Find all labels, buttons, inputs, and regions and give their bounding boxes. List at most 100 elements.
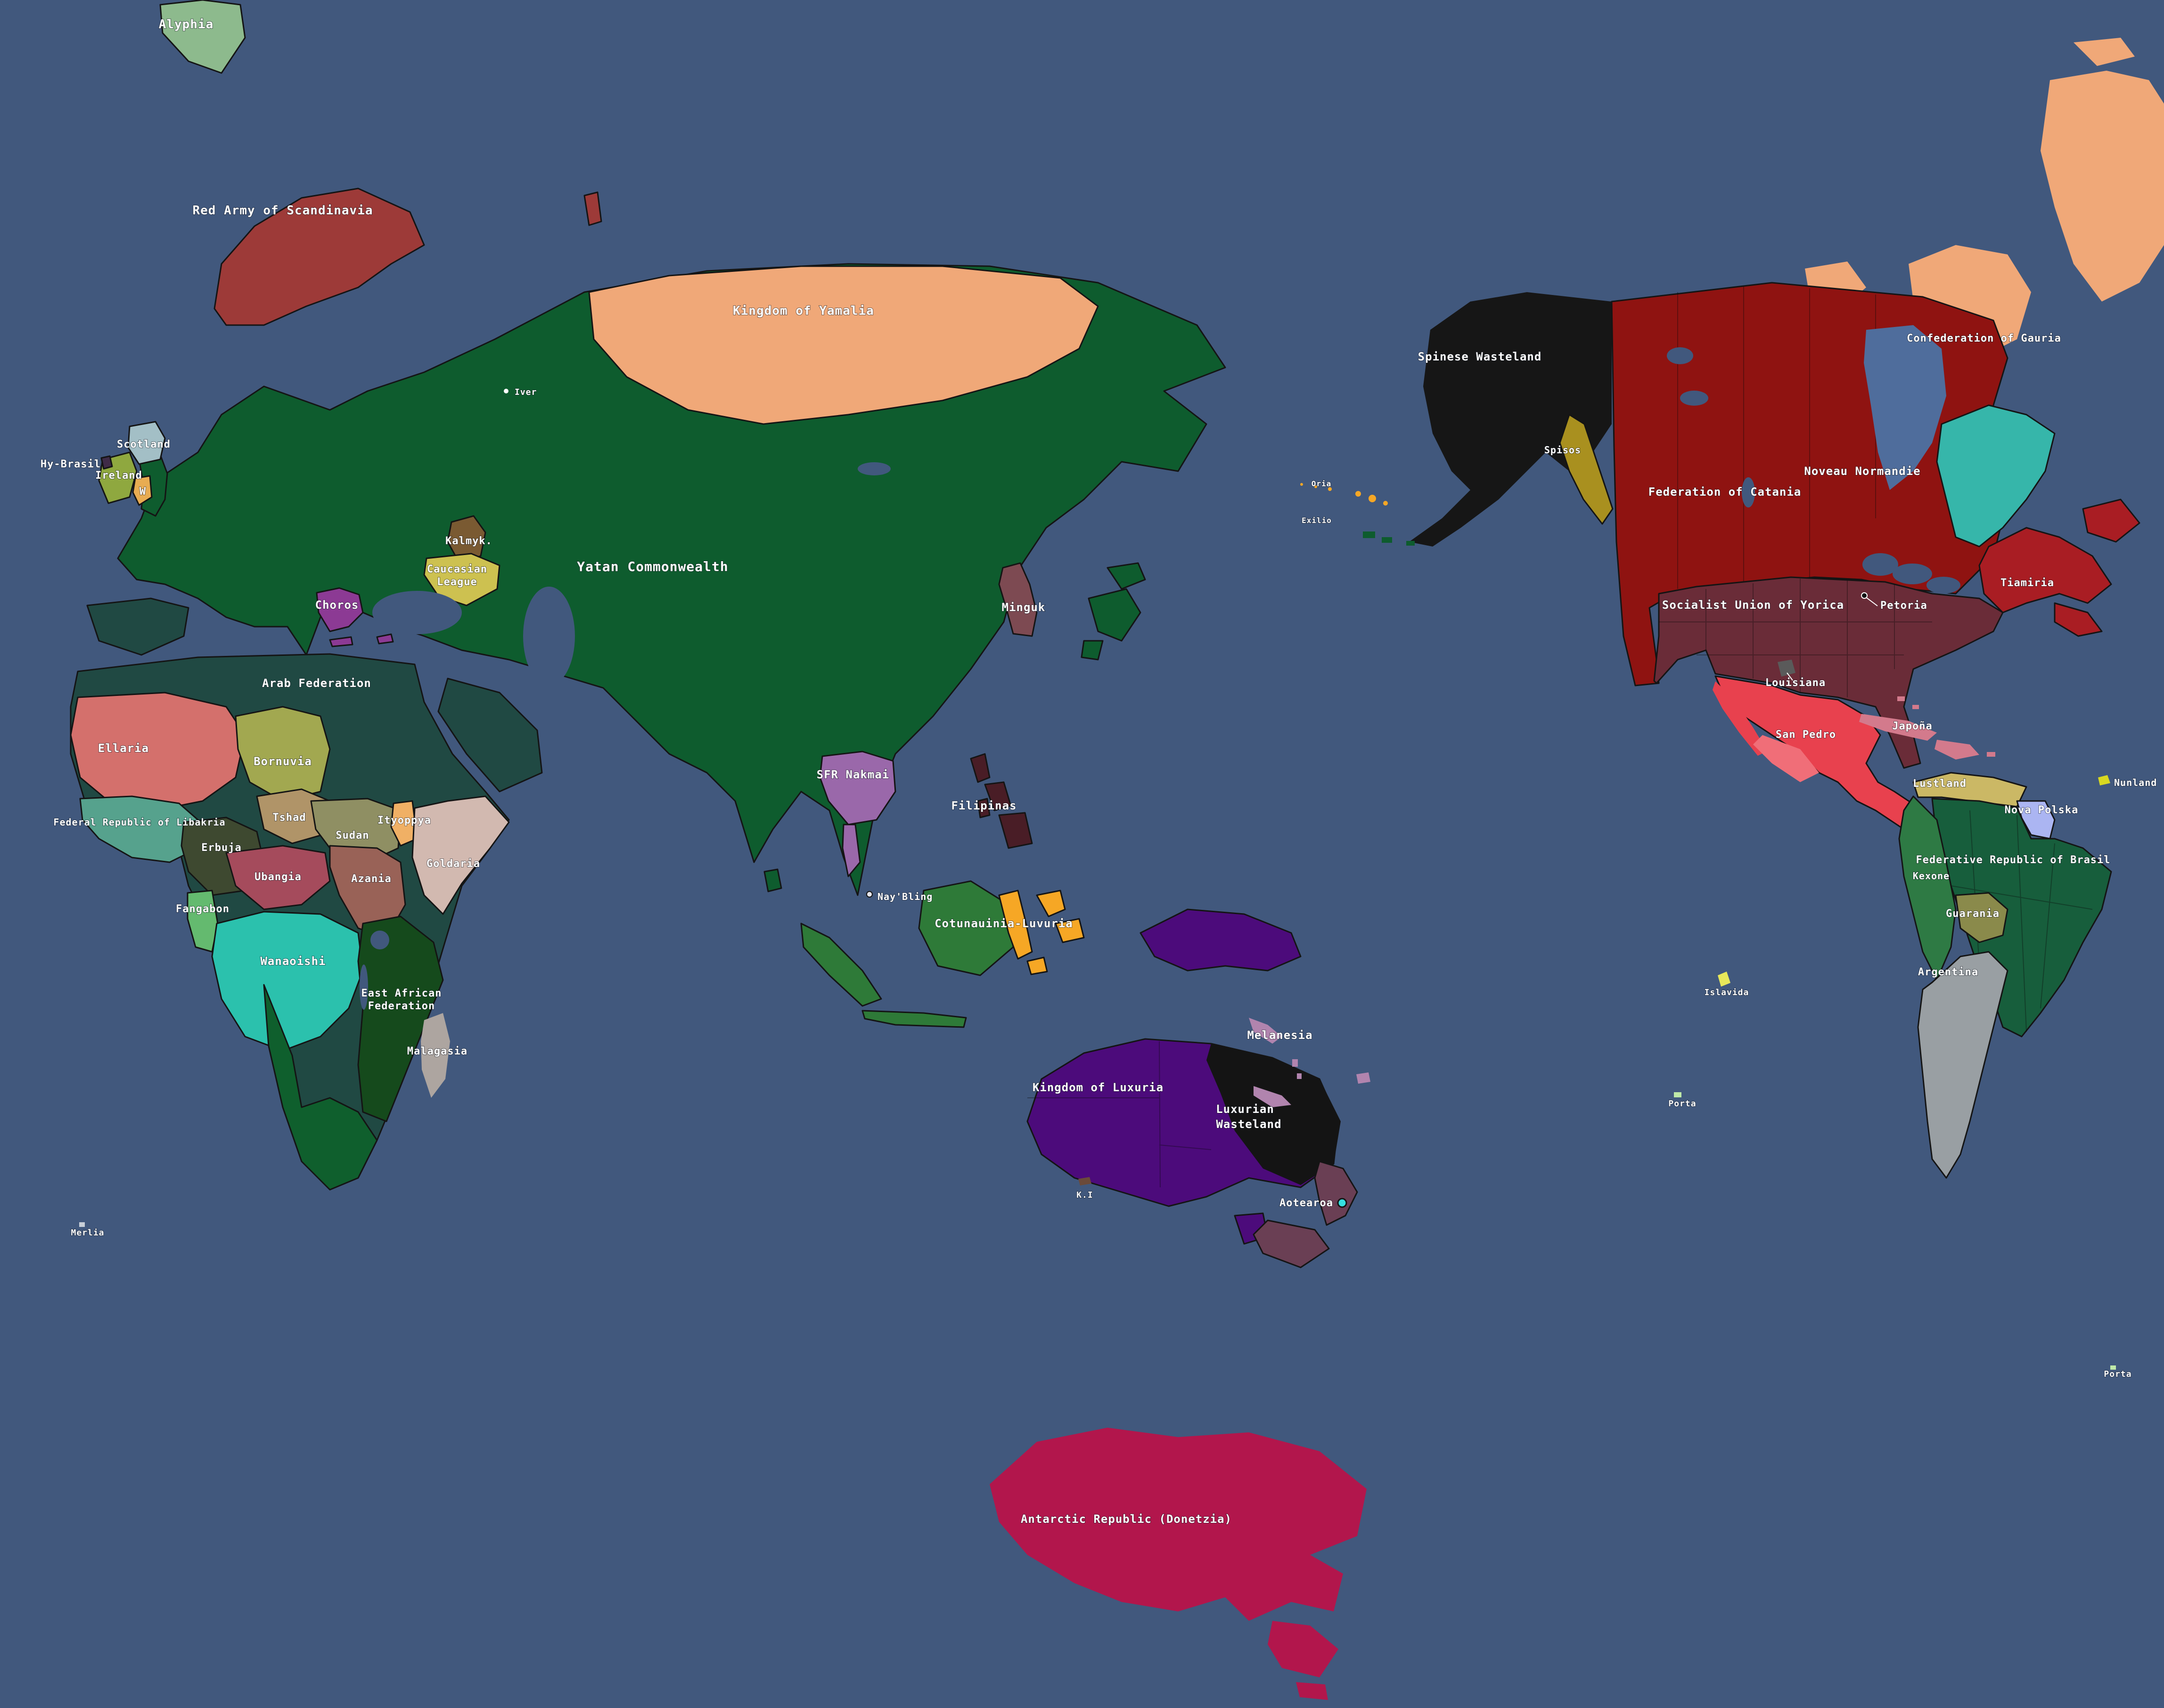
region-goldaria[interactable] [411,795,510,915]
map-label-antarctica: Antarctic Republic (Donetzia) [1021,1512,1232,1526]
region-iberia-arab-federation[interactable] [86,597,189,656]
region-java[interactable] [861,1010,967,1028]
region-minguk[interactable] [998,562,1038,637]
region-bornuvia[interactable] [235,706,331,802]
region-porta-1[interactable] [1674,1092,1681,1097]
region-caucasian-league[interactable] [423,553,500,606]
region-antarctic-republic[interactable] [990,1428,1367,1621]
region-lanka[interactable] [763,868,782,892]
map-label-fangabon: Fangabon [176,903,230,915]
region-new-guinea[interactable] [1139,908,1302,972]
region-argentina[interactable] [1917,951,2008,1179]
region-wales[interactable] [132,475,153,506]
region-merlia-islet[interactable] [79,1222,85,1227]
region-noveau-normandie[interactable] [1936,404,2056,548]
great-bear-lake [1667,347,1693,364]
region-ubangia[interactable] [225,845,331,910]
region-spinese-wasteland[interactable] [1409,292,1612,547]
region-japan-kyushu[interactable] [1081,640,1104,661]
region-japona[interactable] [1859,696,1995,760]
region-kingdom-of-yamalia[interactable] [588,265,1099,425]
map-label-sudan: Sudan [336,830,369,842]
region-ki-island[interactable] [1078,1177,1091,1185]
region-spisos[interactable] [1559,414,1614,525]
region-sumatra[interactable] [800,923,882,1007]
map-label-catania: Federation of Catania [1648,485,1801,499]
country-labels: Alyphia Red Army of Scandinavia Kingdom of… [40,17,2157,1526]
region-hawaii-islets[interactable] [1300,483,1388,506]
map-label-exilio: Exilio [1302,516,1332,525]
region-southern-africa[interactable] [263,984,378,1191]
map-label-cotunauinia: Cotunauinia-Luvuria [934,917,1073,930]
map-label-porta1: Porta [1668,1099,1696,1109]
region-ellaria[interactable] [70,692,246,811]
region-san-pedro-baja[interactable] [1713,681,1767,756]
region-louisiana[interactable] [1778,660,1795,677]
region-aleutians-yatan[interactable] [1363,531,1415,546]
region-tiamiria[interactable] [1978,499,2140,637]
region-antarctic-tail[interactable] [1296,1682,1328,1700]
region-luxurian-wasteland[interactable] [1206,1044,1341,1185]
region-filipinas[interactable] [970,753,1033,849]
region-cotunauinia-luvuria[interactable] [998,890,1085,975]
region-scandinavia-isle[interactable] [583,191,602,226]
map-label-tiamiria: Tiamiria [2000,577,2054,589]
yorica-state-borders [1659,579,1932,697]
map-label-ubangia: Ubangia [254,871,302,883]
region-guarania[interactable] [1955,892,2008,943]
region-ityoppya[interactable] [390,800,418,847]
region-malagasia[interactable] [421,1013,450,1098]
map-label-ireland: Ireland [95,470,142,482]
region-san-pedro-inner[interactable] [1753,735,1819,782]
region-melanesia[interactable] [1249,1018,1370,1107]
region-lustland[interactable] [1912,772,2027,808]
region-sfr-nakmai[interactable] [819,751,896,825]
region-choros[interactable] [316,587,364,632]
region-kexone[interactable] [1898,795,1957,981]
lakes [360,347,1755,1010]
region-aotearoa-south[interactable] [1253,1219,1330,1268]
catania-province-borders [1677,286,1876,589]
region-arabia[interactable] [437,678,543,793]
region-choros-crete[interactable] [329,636,353,647]
region-choros-cyprus[interactable] [376,633,394,645]
map-label-ellaria: Ellaria [98,742,149,755]
map-label-japona: Japoña [1892,720,1932,732]
map-label-sanpedro: San Pedro [1776,729,1836,741]
map-label-naybling: Nay'Bling [877,891,933,902]
region-japan-honshu[interactable] [1088,588,1141,642]
map-label-hybrasil: Hy-Brasil [41,458,101,470]
lake-tanganyika [360,964,368,1010]
map-label-malagasia: Malagasia [407,1046,467,1057]
region-wanaoishi[interactable] [211,911,364,1052]
louisiana-leader-line [1787,672,1793,681]
map-label-eaf2: Federation [368,1000,435,1012]
map-label-lustland: Lustland [1913,778,1967,790]
region-brasil[interactable] [1931,798,2112,1038]
region-porta-2[interactable] [2110,1365,2116,1370]
region-socialist-union-of-yorica[interactable] [1653,576,2004,769]
aotearoa-lake [1337,1198,1347,1208]
region-aotearoa-north[interactable] [1314,1160,1358,1226]
region-islavida[interactable] [1718,972,1730,987]
map-label-erbuja: Erbuja [201,842,241,854]
region-hy-brasil[interactable] [100,455,113,470]
region-kalmyk[interactable] [447,515,486,564]
region-borneo[interactable] [918,880,1014,976]
map-label-bornuvia: Bornuvia [254,755,312,768]
region-nunland[interactable] [2098,775,2110,785]
petoria-city-dot[interactable] [1861,592,1868,599]
region-japan-hokkaido[interactable] [1107,562,1146,590]
petoria-leader-line [1866,597,1878,606]
region-nakmai-peninsula[interactable] [842,824,861,877]
region-alyphia[interactable] [159,0,246,74]
region-antarctic-peninsula[interactable] [1268,1621,1338,1677]
region-red-army-of-scandinavia[interactable] [213,188,425,326]
caspian-sea [523,587,575,686]
naybling-city-dot[interactable] [866,891,873,898]
map-label-islavida: Islavida [1705,988,1749,997]
iver-city-dot[interactable] [504,389,508,393]
region-scotland[interactable] [127,421,166,465]
map-label-porta2: Porta [2104,1369,2131,1379]
